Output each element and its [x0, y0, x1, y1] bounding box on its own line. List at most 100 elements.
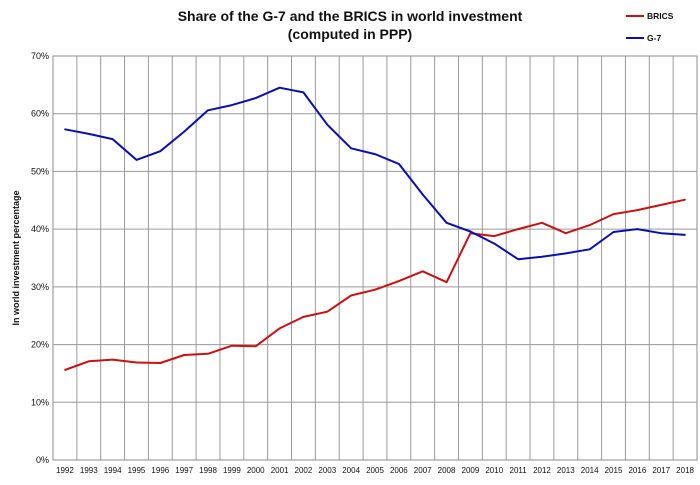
data-point-g-7: [135, 159, 138, 161]
data-point-g-7: [207, 109, 209, 112]
y-tick-label: 70%: [31, 51, 49, 61]
x-tick-label: 2012: [533, 466, 551, 475]
x-tick-label: 2000: [247, 466, 265, 475]
x-tick-label: 2010: [485, 466, 503, 475]
series-lines: [64, 86, 686, 371]
data-point-brics: [64, 369, 66, 371]
x-tick-label: 2006: [390, 466, 408, 475]
data-point-brics: [302, 316, 305, 318]
x-tick-label: 2018: [676, 466, 694, 475]
y-tick-label: 0%: [36, 455, 49, 465]
data-point-g-7: [231, 104, 233, 106]
data-point-g-7: [278, 86, 281, 89]
chart-title-line-1: Share of the G-7 and the BRICS in world …: [178, 8, 523, 24]
x-tick-label: 1995: [128, 466, 146, 475]
data-point-g-7: [254, 97, 257, 99]
data-point-brics: [612, 213, 615, 215]
x-tick-label: 1994: [104, 466, 122, 475]
grid: [53, 55, 697, 461]
x-tick-label: 2003: [318, 466, 336, 475]
data-point-brics: [254, 345, 257, 348]
data-point-brics: [493, 235, 496, 237]
data-point-brics: [87, 360, 90, 363]
data-point-brics: [636, 209, 639, 211]
data-point-brics: [588, 224, 591, 226]
y-tick-label: 50%: [31, 166, 49, 176]
data-point-g-7: [612, 231, 615, 233]
data-point-brics: [183, 354, 185, 356]
data-point-g-7: [469, 230, 472, 233]
legend-item-g-7: G-7: [626, 33, 661, 43]
x-tick-label: 2001: [271, 466, 289, 475]
legend-label: G-7: [647, 33, 661, 43]
x-tick-label: 2014: [581, 466, 599, 475]
data-point-g-7: [87, 133, 90, 135]
y-tick-label: 40%: [31, 224, 49, 234]
data-point-brics: [445, 281, 448, 284]
data-point-g-7: [588, 248, 591, 251]
x-tick-label: 1999: [223, 466, 241, 475]
x-tick-label: 2017: [652, 466, 670, 475]
x-tick-label: 1997: [175, 466, 193, 475]
data-point-brics: [207, 353, 209, 355]
data-point-g-7: [326, 123, 329, 126]
data-point-brics: [541, 221, 543, 224]
x-tick-label: 2016: [628, 466, 646, 475]
data-point-brics: [565, 232, 567, 234]
data-point-g-7: [64, 128, 66, 131]
data-point-g-7: [684, 234, 686, 236]
data-point-g-7: [302, 91, 305, 94]
data-point-g-7: [398, 163, 400, 165]
data-point-brics: [421, 270, 424, 273]
data-point-g-7: [565, 252, 567, 255]
data-point-g-7: [350, 147, 352, 150]
x-tick-label: 2009: [462, 466, 480, 475]
x-tick-label: 1992: [56, 466, 74, 475]
x-tick-label: 2005: [366, 466, 384, 475]
data-point-g-7: [159, 150, 162, 153]
data-point-g-7: [445, 221, 448, 224]
data-point-g-7: [421, 193, 424, 196]
x-tick-label: 2007: [414, 466, 432, 475]
data-point-brics: [159, 362, 162, 364]
y-axis-label: In world investment percentage: [11, 190, 21, 325]
legend-item-brics: BRICS: [626, 11, 674, 21]
x-tick-label: 1993: [80, 466, 98, 475]
data-point-brics: [398, 280, 400, 282]
y-tick-label: 20%: [31, 340, 49, 350]
data-point-g-7: [660, 232, 663, 234]
data-point-brics: [350, 294, 352, 297]
data-point-brics: [135, 361, 138, 364]
data-point-brics: [278, 327, 281, 330]
x-tick-label: 2004: [342, 466, 360, 475]
x-tick-label: 1996: [151, 466, 169, 475]
data-point-brics: [374, 288, 376, 291]
y-tick-label: 60%: [31, 109, 49, 119]
chart-title-line-2: (computed in PPP): [288, 26, 412, 42]
x-tick-label: 2002: [295, 466, 313, 475]
x-tick-label: 2013: [557, 466, 575, 475]
x-axis: 1992 1993 1994 1995 1996 1997 1998 1999 2000 2001…: [56, 466, 694, 475]
data-point-brics: [517, 228, 519, 230]
plot-frame: [52, 55, 698, 461]
y-tick-label: 10%: [31, 397, 49, 407]
x-tick-label: 2011: [510, 466, 528, 475]
x-tick-label: 1998: [199, 466, 217, 475]
data-point-brics: [326, 310, 329, 313]
data-point-g-7: [541, 256, 543, 258]
data-point-g-7: [517, 258, 519, 260]
data-point-brics: [684, 198, 686, 201]
data-point-g-7: [183, 130, 185, 133]
data-point-g-7: [111, 138, 114, 140]
x-tick-label: 2015: [605, 466, 623, 475]
y-axis: 0% 10% 20% 30% 40% 50% 60% 70%: [31, 51, 49, 465]
x-tick-label: 2008: [438, 466, 456, 475]
legend: BRICS G-7: [626, 11, 674, 43]
y-tick-label: 30%: [31, 282, 49, 292]
data-point-brics: [660, 204, 663, 206]
data-point-brics: [111, 358, 114, 361]
legend-label: BRICS: [647, 11, 674, 21]
data-point-g-7: [636, 228, 639, 230]
data-point-g-7: [374, 153, 376, 155]
